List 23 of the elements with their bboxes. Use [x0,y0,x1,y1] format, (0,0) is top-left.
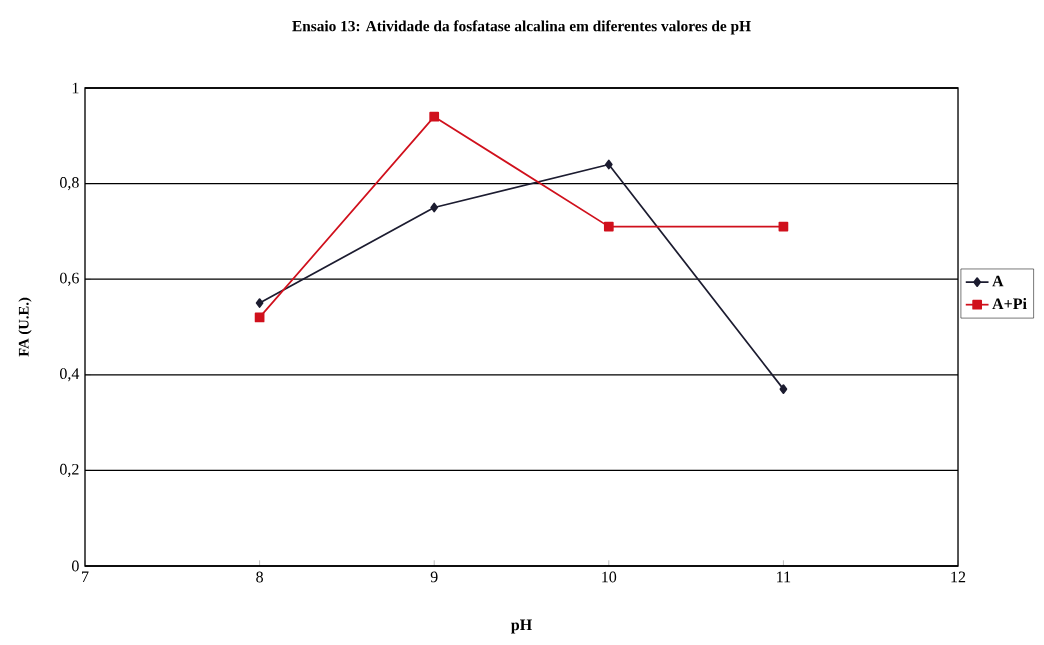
point [430,202,439,213]
y-tick-label: 0 [72,560,79,572]
x-tick-label: 12 [951,571,966,583]
y-tick-label: 0,2 [60,463,79,477]
x-tick-label: 9 [430,571,438,583]
y-tick-label: 0,6 [60,272,79,286]
legend-label: A [992,275,1004,287]
chart-title: Ensaio 13: Atividade da fosfatase alcalina em diferentes valores de pH [292,20,751,35]
point [429,111,440,122]
point [604,159,613,170]
point [603,221,614,232]
x-tick-label: 11 [777,571,791,583]
y-tick-label: 0,8 [60,177,79,191]
legend-label: A+Pi [992,297,1027,310]
x-tick-label: 7 [82,571,89,583]
point [779,384,788,395]
point [255,298,264,308]
y-axis-title: FA (U.E.) [18,297,32,357]
x-tick-label: 10 [602,571,617,583]
x-tick-label: 8 [256,571,263,583]
y-tick-label: 1 [72,82,79,94]
x-axis-title: pH [511,619,532,634]
y-tick-label: 0,4 [60,368,80,382]
